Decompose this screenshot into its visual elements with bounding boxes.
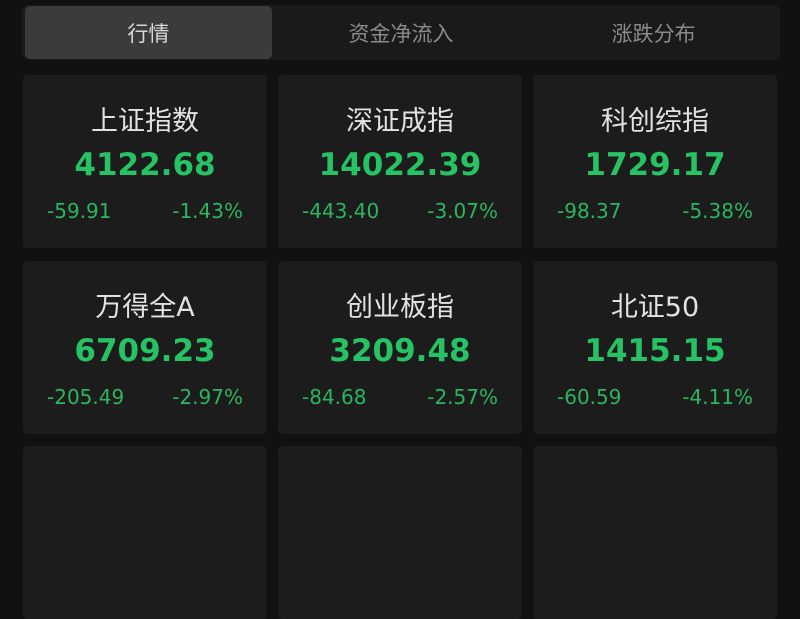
index-name: 万得全A	[95, 292, 195, 323]
tab-market[interactable]: 行情	[25, 6, 272, 59]
index-card[interactable]: 科创综指 1729.17 -98.37 -5.38%	[533, 75, 777, 248]
index-name: 深证成指	[346, 106, 454, 137]
tab-bar: 行情 资金净流入 涨跌分布	[22, 5, 780, 60]
index-name: 创业板指	[346, 292, 454, 323]
index-value: 6709.23	[74, 333, 216, 369]
index-value: 1729.17	[584, 147, 726, 183]
index-card[interactable]: 北证50 1415.15 -60.59 -4.11%	[533, 261, 777, 434]
index-change: -59.91	[47, 199, 112, 223]
index-card-partial[interactable]	[533, 446, 777, 619]
index-change-pct: -5.38%	[682, 199, 753, 223]
index-change-pct: -1.43%	[172, 199, 243, 223]
index-change: -84.68	[302, 385, 367, 409]
index-card-partial[interactable]	[278, 446, 522, 619]
index-card[interactable]: 万得全A 6709.23 -205.49 -2.97%	[23, 261, 267, 434]
index-name: 上证指数	[91, 106, 199, 137]
index-change: -60.59	[557, 385, 622, 409]
tab-distribution[interactable]: 涨跌分布	[611, 21, 696, 46]
index-change-pct: -2.97%	[172, 385, 243, 409]
index-value: 4122.68	[74, 147, 216, 183]
index-change: -98.37	[557, 199, 622, 223]
index-value: 14022.39	[318, 147, 482, 183]
index-change-pct: -2.57%	[427, 385, 498, 409]
index-change-pct: -3.07%	[427, 199, 498, 223]
tab-net-inflow[interactable]: 资金净流入	[348, 21, 454, 46]
index-change: -205.49	[47, 385, 125, 409]
index-card[interactable]: 上证指数 4122.68 -59.91 -1.43%	[23, 75, 267, 248]
index-value: 3209.48	[329, 333, 471, 369]
index-change-pct: -4.11%	[682, 385, 753, 409]
index-card[interactable]: 深证成指 14022.39 -443.40 -3.07%	[278, 75, 522, 248]
index-value: 1415.15	[584, 333, 726, 369]
index-card[interactable]: 创业板指 3209.48 -84.68 -2.57%	[278, 261, 522, 434]
index-change: -443.40	[302, 199, 380, 223]
index-name: 北证50	[610, 292, 700, 323]
index-name: 科创综指	[601, 106, 709, 137]
index-card-partial[interactable]	[23, 446, 267, 619]
